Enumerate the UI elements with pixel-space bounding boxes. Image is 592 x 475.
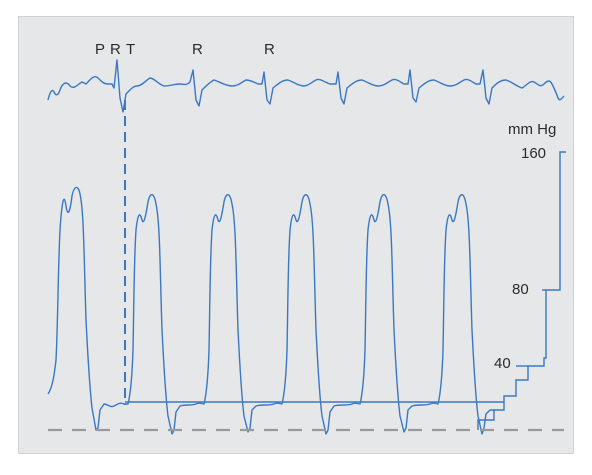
pressure-waveform — [47, 186, 494, 435]
pressure-unit-label: mm Hg — [508, 121, 556, 138]
pressure-tick-160: 160 — [521, 145, 546, 162]
pressure-tick-40: 40 — [494, 355, 511, 372]
ecg-label-r2: R — [192, 41, 203, 58]
ecg-trace — [47, 59, 565, 113]
ecg-label-r3: R — [264, 41, 275, 58]
ecg-label-r: R — [110, 41, 121, 58]
diagram-panel — [18, 16, 574, 454]
pressure-scale-staircase — [477, 151, 566, 430]
ecg-label-p: P — [95, 41, 105, 58]
ecg-label-t: T — [126, 41, 135, 58]
pressure-tick-80: 80 — [512, 281, 529, 298]
